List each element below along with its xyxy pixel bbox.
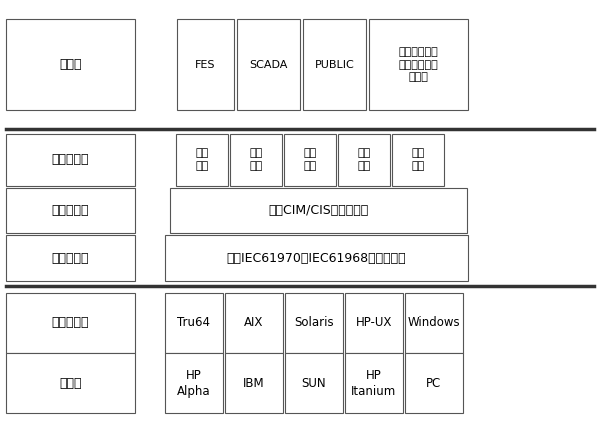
FancyBboxPatch shape (170, 188, 467, 233)
FancyBboxPatch shape (6, 353, 135, 413)
Text: Solaris: Solaris (294, 316, 334, 329)
FancyBboxPatch shape (369, 19, 468, 110)
Text: HP-UX: HP-UX (356, 316, 392, 329)
Text: PC: PC (426, 377, 442, 390)
Text: SCADA: SCADA (250, 60, 287, 70)
Text: AIX: AIX (244, 316, 263, 329)
Text: 权限
管理: 权限 管理 (357, 148, 371, 171)
Text: 符合IEC61970、IEC61968的集成总线: 符合IEC61970、IEC61968的集成总线 (227, 251, 406, 265)
Text: 含分布式电源
的配网故障处
理应用: 含分布式电源 的配网故障处 理应用 (398, 47, 439, 82)
FancyBboxPatch shape (6, 293, 135, 353)
FancyBboxPatch shape (285, 293, 343, 353)
Text: HP
Alpha: HP Alpha (177, 369, 211, 398)
FancyBboxPatch shape (392, 134, 444, 186)
Text: 公共服务层: 公共服务层 (52, 153, 89, 166)
FancyBboxPatch shape (6, 188, 135, 233)
FancyBboxPatch shape (338, 134, 390, 186)
Text: Windows: Windows (407, 316, 460, 329)
FancyBboxPatch shape (225, 293, 283, 353)
FancyBboxPatch shape (345, 293, 403, 353)
FancyBboxPatch shape (285, 353, 343, 413)
Text: 应用层: 应用层 (59, 58, 82, 71)
FancyBboxPatch shape (6, 134, 135, 186)
FancyBboxPatch shape (345, 353, 403, 413)
Text: 集成总线层: 集成总线层 (52, 251, 89, 265)
FancyBboxPatch shape (237, 19, 300, 110)
Text: 报表
工具: 报表 工具 (249, 148, 263, 171)
FancyBboxPatch shape (405, 353, 463, 413)
Text: 告警
服务: 告警 服务 (303, 148, 317, 171)
FancyBboxPatch shape (177, 19, 234, 110)
FancyBboxPatch shape (225, 353, 283, 413)
Text: PUBLIC: PUBLIC (314, 60, 355, 70)
FancyBboxPatch shape (176, 134, 228, 186)
FancyBboxPatch shape (165, 235, 468, 281)
Text: 数据总线层: 数据总线层 (52, 204, 89, 217)
FancyBboxPatch shape (165, 293, 223, 353)
FancyBboxPatch shape (284, 134, 336, 186)
FancyBboxPatch shape (303, 19, 366, 110)
FancyBboxPatch shape (165, 353, 223, 413)
Text: 通信
服务: 通信 服务 (411, 148, 425, 171)
Text: SUN: SUN (301, 377, 326, 390)
Text: 基于CIM/CIS的数据总线: 基于CIM/CIS的数据总线 (268, 204, 368, 217)
FancyBboxPatch shape (230, 134, 282, 186)
Text: FES: FES (195, 60, 216, 70)
Text: 操作系统层: 操作系统层 (52, 316, 89, 329)
Text: IBM: IBM (243, 377, 265, 390)
FancyBboxPatch shape (6, 235, 135, 281)
Text: HP
Itanium: HP Itanium (351, 369, 397, 398)
Text: 数据
服务: 数据 服务 (195, 148, 209, 171)
FancyBboxPatch shape (6, 19, 135, 110)
Text: Tru64: Tru64 (178, 316, 211, 329)
Text: 硬件层: 硬件层 (59, 377, 82, 390)
FancyBboxPatch shape (405, 293, 463, 353)
